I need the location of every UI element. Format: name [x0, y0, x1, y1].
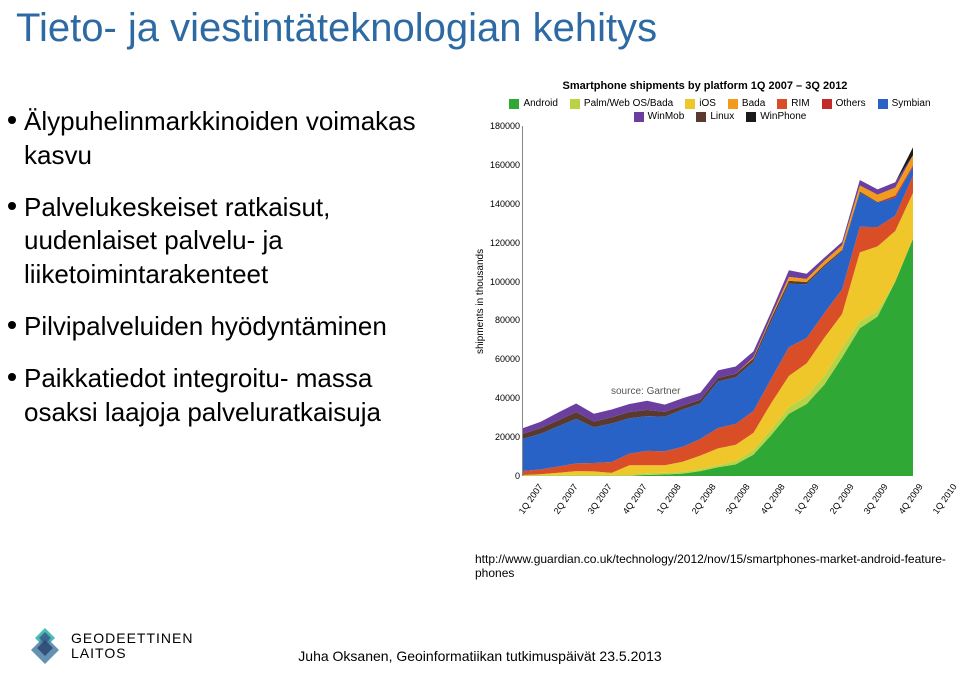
xtick: 4Q 2009 — [897, 482, 925, 516]
legend-item: Android — [509, 98, 557, 109]
legend-item: WinPhone — [746, 111, 806, 122]
ytick: 60000 — [495, 354, 520, 364]
legend-swatch — [728, 99, 738, 109]
bullet-dot — [8, 321, 16, 329]
legend-item: Others — [822, 98, 866, 109]
bullet-text: Pilvipalveluiden hyödyntäminen — [24, 310, 438, 344]
xtick: 2Q 2008 — [689, 482, 717, 516]
bullet-item: Pilvipalveluiden hyödyntäminen — [8, 310, 438, 344]
legend-label: Android — [523, 98, 557, 109]
legend-swatch — [685, 99, 695, 109]
ytick: 40000 — [495, 393, 520, 403]
legend-swatch — [878, 99, 888, 109]
ytick: 80000 — [495, 315, 520, 325]
bullet-text: Älypuhelinmarkkinoiden voimakas kasvu — [24, 105, 438, 173]
legend-swatch — [822, 99, 832, 109]
bullet-text: Paikkatiedot integroitu- massa osaksi la… — [24, 362, 438, 430]
bullet-dot — [8, 116, 16, 124]
chart-yaxis: 0200004000060000800001000001200001400001… — [488, 126, 522, 476]
legend-item: Linux — [696, 111, 734, 122]
source-link[interactable]: http://www.guardian.co.uk/technology/201… — [475, 552, 960, 580]
legend-label: WinMob — [648, 111, 685, 122]
bullet-text: Palvelukeskeiset ratkaisut, uudenlaiset … — [24, 191, 438, 292]
bullet-item: Palvelukeskeiset ratkaisut, uudenlaiset … — [8, 191, 438, 292]
xtick: 3Q 2009 — [862, 482, 890, 516]
legend-label: iOS — [699, 98, 716, 109]
xtick: 4Q 2008 — [758, 482, 786, 516]
ytick: 100000 — [490, 277, 520, 287]
legend-swatch — [777, 99, 787, 109]
legend-label: RIM — [791, 98, 809, 109]
legend-item: iOS — [685, 98, 716, 109]
legend-label: Others — [836, 98, 866, 109]
logo-line1: GEODEETTINEN — [71, 631, 193, 646]
legend-item: Symbian — [878, 98, 931, 109]
bullet-dot — [8, 373, 16, 381]
legend-swatch — [634, 112, 644, 122]
bullet-item: Älypuhelinmarkkinoiden voimakas kasvu — [8, 105, 438, 173]
legend-label: Linux — [710, 111, 734, 122]
legend-label: WinPhone — [760, 111, 806, 122]
ytick: 120000 — [490, 238, 520, 248]
chart-panel: Smartphone shipments by platform 1Q 2007… — [475, 80, 935, 540]
xtick: 2Q 2009 — [827, 482, 855, 516]
xtick: 2Q 2007 — [551, 482, 579, 516]
legend-label: Symbian — [892, 98, 931, 109]
xtick: 1Q 2009 — [793, 482, 821, 516]
ytick: 140000 — [490, 199, 520, 209]
chart-source-note: source: Gartner — [611, 386, 680, 397]
xtick: 3Q 2007 — [586, 482, 614, 516]
legend-label: Palm/Web OS/Bada — [584, 98, 673, 109]
legend-swatch — [696, 112, 706, 122]
bullet-dot — [8, 202, 16, 210]
chart-ylabel: shipments in thousands — [475, 126, 486, 476]
chart-svg — [523, 126, 913, 476]
chart-title: Smartphone shipments by platform 1Q 2007… — [475, 80, 935, 92]
page-title: Tieto- ja viestintäteknologian kehitys — [16, 6, 657, 51]
bullet-item: Paikkatiedot integroitu- massa osaksi la… — [8, 362, 438, 430]
legend-item: WinMob — [634, 111, 685, 122]
legend-swatch — [570, 99, 580, 109]
chart-xaxis: 1Q 20072Q 20073Q 20074Q 20071Q 20082Q 20… — [511, 476, 901, 486]
xtick: 1Q 2008 — [655, 482, 683, 516]
legend-item: RIM — [777, 98, 809, 109]
ytick: 20000 — [495, 432, 520, 442]
legend-item: Bada — [728, 98, 765, 109]
bullet-list: Älypuhelinmarkkinoiden voimakas kasvu Pal… — [8, 105, 438, 447]
ytick: 0 — [515, 471, 520, 481]
legend-label: Bada — [742, 98, 765, 109]
xtick: 1Q 2010 — [931, 482, 959, 516]
xtick: 1Q 2007 — [517, 482, 545, 516]
xtick: 3Q 2008 — [724, 482, 752, 516]
chart-plot: source: Gartner — [522, 126, 912, 476]
chart-legend: Android Palm/Web OS/Bada iOS Bada RIM Others S… — [475, 98, 935, 122]
legend-item: Palm/Web OS/Bada — [570, 98, 673, 109]
ytick: 160000 — [490, 160, 520, 170]
legend-swatch — [746, 112, 756, 122]
xtick: 4Q 2007 — [620, 482, 648, 516]
legend-swatch — [509, 99, 519, 109]
footer: Juha Oksanen, Geoinformatiikan tutkimusp… — [0, 648, 960, 664]
ytick: 180000 — [490, 121, 520, 131]
